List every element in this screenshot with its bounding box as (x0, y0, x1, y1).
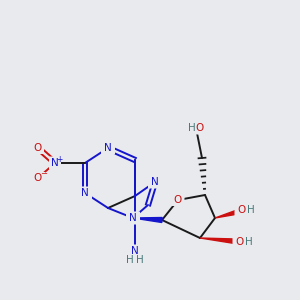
Text: H: H (247, 205, 255, 215)
Polygon shape (133, 218, 162, 223)
Polygon shape (200, 238, 243, 245)
FancyBboxPatch shape (235, 203, 256, 217)
Text: −: − (40, 169, 47, 178)
Text: H: H (136, 255, 144, 265)
FancyBboxPatch shape (185, 122, 206, 134)
FancyBboxPatch shape (101, 142, 115, 154)
Text: N: N (81, 188, 89, 198)
Text: H: H (126, 255, 134, 265)
Text: O: O (195, 123, 203, 133)
FancyBboxPatch shape (126, 212, 140, 224)
Text: H: H (188, 123, 196, 133)
Text: +: + (56, 154, 63, 164)
FancyBboxPatch shape (49, 157, 61, 169)
Text: N: N (151, 177, 159, 187)
Polygon shape (215, 207, 246, 218)
FancyBboxPatch shape (148, 176, 162, 188)
Text: N: N (51, 158, 59, 168)
FancyBboxPatch shape (32, 142, 44, 154)
FancyBboxPatch shape (31, 172, 46, 184)
FancyBboxPatch shape (78, 187, 92, 200)
FancyBboxPatch shape (122, 244, 148, 266)
Text: O: O (34, 173, 42, 183)
FancyBboxPatch shape (172, 194, 184, 206)
Text: O: O (34, 143, 42, 153)
Text: O: O (174, 195, 182, 205)
Text: O: O (238, 205, 246, 215)
FancyBboxPatch shape (232, 236, 254, 248)
Text: O: O (236, 237, 244, 247)
Text: N: N (129, 213, 137, 223)
Text: N: N (104, 143, 112, 153)
Text: H: H (245, 237, 253, 247)
Text: N: N (131, 246, 139, 256)
